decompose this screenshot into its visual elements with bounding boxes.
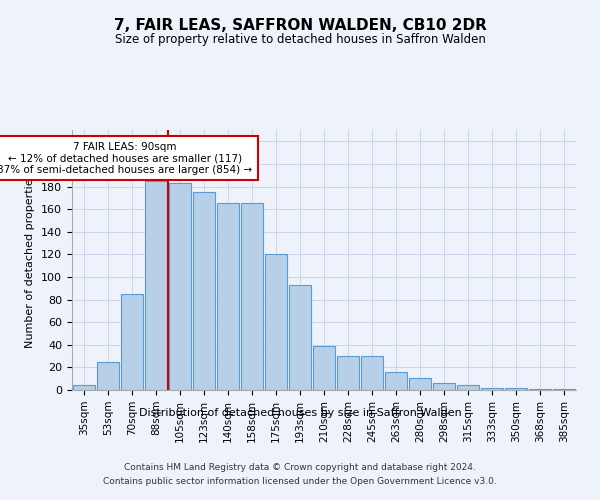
Bar — [217, 204, 239, 390]
Bar — [241, 204, 263, 390]
Bar — [481, 388, 503, 390]
Bar — [313, 346, 335, 390]
Bar — [121, 294, 143, 390]
Bar — [193, 192, 215, 390]
Bar — [529, 389, 551, 390]
Text: Size of property relative to detached houses in Saffron Walden: Size of property relative to detached ho… — [115, 32, 485, 46]
Bar — [337, 356, 359, 390]
Bar — [361, 356, 383, 390]
Text: Contains HM Land Registry data © Crown copyright and database right 2024.: Contains HM Land Registry data © Crown c… — [124, 462, 476, 471]
Bar — [97, 362, 119, 390]
Bar — [385, 372, 407, 390]
Bar — [145, 181, 167, 390]
Bar — [265, 254, 287, 390]
Text: 7 FAIR LEAS: 90sqm
← 12% of detached houses are smaller (117)
87% of semi-detach: 7 FAIR LEAS: 90sqm ← 12% of detached hou… — [0, 142, 253, 175]
Text: 7, FAIR LEAS, SAFFRON WALDEN, CB10 2DR: 7, FAIR LEAS, SAFFRON WALDEN, CB10 2DR — [113, 18, 487, 32]
Bar — [169, 183, 191, 390]
Bar — [289, 285, 311, 390]
Y-axis label: Number of detached properties: Number of detached properties — [25, 172, 35, 348]
Text: Distribution of detached houses by size in Saffron Walden: Distribution of detached houses by size … — [139, 408, 461, 418]
Bar — [409, 378, 431, 390]
Bar — [433, 383, 455, 390]
Bar — [505, 388, 527, 390]
Bar — [457, 386, 479, 390]
Bar — [553, 389, 575, 390]
Bar — [73, 386, 95, 390]
Text: Contains public sector information licensed under the Open Government Licence v3: Contains public sector information licen… — [103, 478, 497, 486]
